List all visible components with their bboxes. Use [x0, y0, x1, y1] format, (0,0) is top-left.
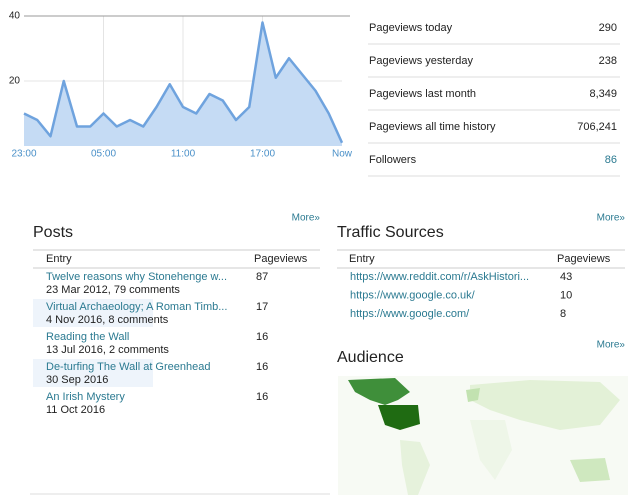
post-meta: 11 Oct 2016	[46, 404, 105, 416]
x-tick-label: Now	[332, 149, 353, 160]
more-link[interactable]: More»	[597, 340, 626, 351]
more-link[interactable]: More»	[292, 213, 321, 224]
post-pageviews: 16	[256, 391, 268, 403]
more-link[interactable]: More»	[597, 213, 626, 224]
x-tick-label: 17:00	[250, 149, 275, 160]
stat-label: Pageviews all time history	[369, 121, 496, 133]
post-meta: 4 Nov 2016, 8 comments	[46, 314, 169, 326]
post-link[interactable]: Twelve reasons why Stonehenge w...	[46, 271, 227, 283]
y-tick-label: 40	[9, 11, 21, 22]
column-header: Pageviews	[254, 253, 308, 265]
post-link[interactable]: Virtual Archaeology; A Roman Timb...	[46, 301, 227, 313]
column-header: Entry	[349, 253, 375, 265]
map-australia	[570, 458, 610, 482]
source-link[interactable]: https://www.google.com/	[350, 308, 470, 320]
column-header: Entry	[46, 253, 72, 265]
stat-value: 706,241	[577, 121, 617, 133]
post-meta: 23 Mar 2012, 79 comments	[46, 284, 180, 296]
map-eurasia	[470, 380, 620, 430]
post-pageviews: 16	[256, 331, 268, 343]
stat-value: 290	[599, 22, 617, 34]
source-pageviews: 43	[560, 271, 572, 283]
post-pageviews: 16	[256, 361, 268, 373]
stat-label: Pageviews last month	[369, 88, 476, 100]
map-usa	[378, 405, 420, 430]
map-uk	[466, 388, 480, 402]
map-africa	[470, 420, 512, 480]
section-title: Audience	[337, 349, 404, 366]
post-meta: 30 Sep 2016	[46, 374, 108, 386]
post-pageviews: 87	[256, 271, 268, 283]
stat-value[interactable]: 86	[605, 154, 617, 166]
map-south-america	[400, 440, 430, 495]
column-header: Pageviews	[557, 253, 611, 265]
audience-map	[338, 376, 628, 495]
post-pageviews: 17	[256, 301, 268, 313]
post-link[interactable]: An Irish Mystery	[46, 391, 125, 403]
x-tick-label: 11:00	[171, 149, 196, 160]
section-title: Traffic Sources	[337, 224, 444, 241]
stat-label: Pageviews today	[369, 22, 453, 34]
x-tick-label: 05:00	[91, 149, 116, 160]
row-highlight	[33, 299, 153, 327]
source-link[interactable]: https://www.google.co.uk/	[350, 289, 476, 301]
stat-label: Pageviews yesterday	[369, 55, 473, 67]
post-meta: 13 Jul 2016, 2 comments	[46, 344, 169, 356]
source-pageviews: 10	[560, 289, 572, 301]
map-canada	[348, 378, 410, 405]
y-tick-label: 20	[9, 76, 21, 87]
source-link[interactable]: https://www.reddit.com/r/AskHistori...	[350, 271, 529, 283]
section-title: Posts	[33, 224, 73, 241]
post-link[interactable]: Reading the Wall	[46, 331, 129, 343]
post-link[interactable]: De-turfing The Wall at Greenhead	[46, 361, 210, 373]
stat-label: Followers	[369, 154, 417, 166]
x-tick-label: 23:00	[11, 149, 36, 160]
row-highlight	[33, 359, 153, 387]
stat-value: 8,349	[589, 88, 617, 100]
stat-value: 238	[599, 55, 617, 67]
source-pageviews: 8	[560, 308, 566, 320]
area-line	[23, 21, 344, 144]
